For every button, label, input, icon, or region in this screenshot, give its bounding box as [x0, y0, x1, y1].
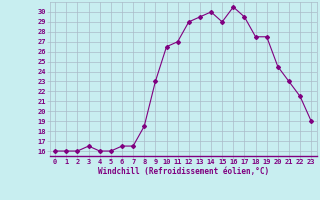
X-axis label: Windchill (Refroidissement éolien,°C): Windchill (Refroidissement éolien,°C) [98, 167, 269, 176]
